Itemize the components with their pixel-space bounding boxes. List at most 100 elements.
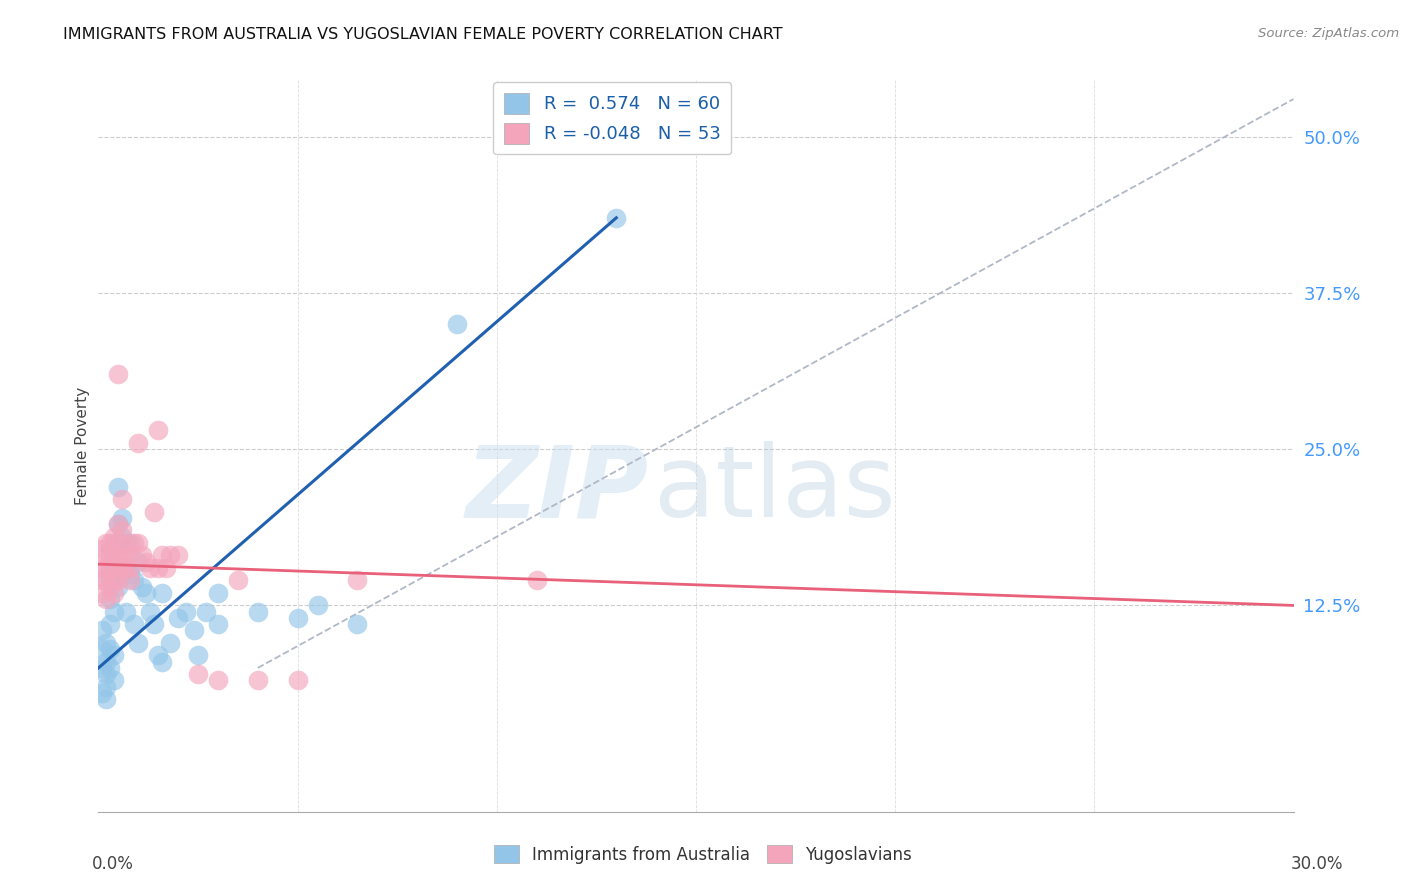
Point xyxy=(111,530,134,544)
Point xyxy=(103,648,125,663)
Point xyxy=(124,536,146,550)
Point xyxy=(124,574,146,588)
Point xyxy=(307,599,329,613)
Point xyxy=(246,673,269,688)
Point xyxy=(98,549,122,563)
Point xyxy=(91,561,114,575)
Point xyxy=(107,367,129,381)
Point xyxy=(115,536,138,550)
Point xyxy=(526,574,548,588)
Point xyxy=(98,642,122,657)
Point xyxy=(143,617,166,632)
Point xyxy=(167,611,190,625)
Point xyxy=(139,605,162,619)
Point xyxy=(103,574,125,588)
Point xyxy=(103,574,125,588)
Point xyxy=(91,542,114,557)
Y-axis label: Female Poverty: Female Poverty xyxy=(75,387,90,505)
Point xyxy=(139,561,162,575)
Point xyxy=(103,561,125,575)
Point xyxy=(127,636,149,650)
Text: Source: ZipAtlas.com: Source: ZipAtlas.com xyxy=(1258,27,1399,40)
Point xyxy=(195,605,218,619)
Point xyxy=(111,549,134,563)
Text: 30.0%: 30.0% xyxy=(1291,855,1343,872)
Point xyxy=(107,517,129,532)
Point xyxy=(98,561,122,575)
Point xyxy=(107,536,129,550)
Point xyxy=(148,423,170,437)
Point xyxy=(103,530,125,544)
Point xyxy=(115,536,138,550)
Point xyxy=(96,536,118,550)
Point xyxy=(91,661,114,675)
Point xyxy=(91,624,114,638)
Point xyxy=(207,586,229,600)
Legend: R =  0.574   N = 60, R = -0.048   N = 53: R = 0.574 N = 60, R = -0.048 N = 53 xyxy=(494,82,731,154)
Point xyxy=(226,574,249,588)
Point xyxy=(103,605,125,619)
Point xyxy=(120,536,142,550)
Point xyxy=(103,586,125,600)
Point xyxy=(107,561,129,575)
Point xyxy=(107,536,129,550)
Point xyxy=(115,561,138,575)
Point xyxy=(605,211,627,225)
Point xyxy=(111,511,134,525)
Point xyxy=(103,561,125,575)
Point xyxy=(115,561,138,575)
Point xyxy=(111,561,134,575)
Point xyxy=(107,480,129,494)
Point xyxy=(103,549,125,563)
Point xyxy=(120,561,142,575)
Point xyxy=(135,586,157,600)
Point xyxy=(91,574,114,588)
Point xyxy=(187,648,209,663)
Point xyxy=(96,680,118,694)
Point xyxy=(120,549,142,563)
Point xyxy=(159,636,181,650)
Point xyxy=(96,655,118,669)
Point xyxy=(98,580,122,594)
Point xyxy=(155,561,177,575)
Point xyxy=(143,505,166,519)
Point xyxy=(98,561,122,575)
Point xyxy=(98,617,122,632)
Point xyxy=(148,648,170,663)
Point xyxy=(135,555,157,569)
Point xyxy=(98,574,122,588)
Text: atlas: atlas xyxy=(654,442,896,539)
Point xyxy=(124,617,146,632)
Point xyxy=(150,586,173,600)
Point xyxy=(131,549,153,563)
Point xyxy=(287,611,309,625)
Point xyxy=(207,673,229,688)
Point xyxy=(96,592,118,607)
Point xyxy=(107,561,129,575)
Point xyxy=(96,561,118,575)
Point xyxy=(96,667,118,681)
Point xyxy=(107,574,129,588)
Point xyxy=(346,617,368,632)
Point xyxy=(127,536,149,550)
Point xyxy=(159,549,181,563)
Point xyxy=(446,317,468,331)
Point xyxy=(96,574,118,588)
Point xyxy=(96,636,118,650)
Point xyxy=(207,617,229,632)
Point xyxy=(287,673,309,688)
Point xyxy=(111,561,134,575)
Legend: Immigrants from Australia, Yugoslavians: Immigrants from Australia, Yugoslavians xyxy=(488,838,918,871)
Point xyxy=(131,580,153,594)
Point xyxy=(103,536,125,550)
Point xyxy=(103,673,125,688)
Point xyxy=(174,605,197,619)
Point xyxy=(246,605,269,619)
Point xyxy=(183,624,205,638)
Point xyxy=(115,605,138,619)
Point xyxy=(91,642,114,657)
Text: IMMIGRANTS FROM AUSTRALIA VS YUGOSLAVIAN FEMALE POVERTY CORRELATION CHART: IMMIGRANTS FROM AUSTRALIA VS YUGOSLAVIAN… xyxy=(63,27,783,42)
Point xyxy=(96,549,118,563)
Point xyxy=(167,549,190,563)
Point xyxy=(107,580,129,594)
